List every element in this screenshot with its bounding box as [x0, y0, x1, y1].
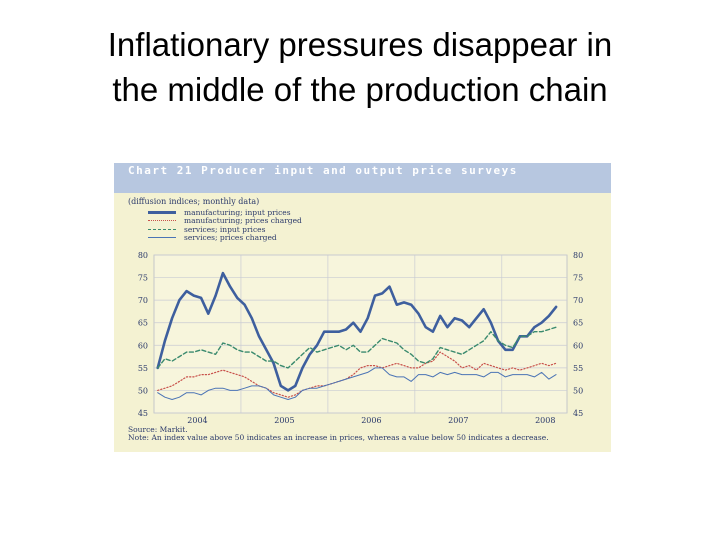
chart-subtitle: (diffusion indices; monthly data) — [128, 197, 260, 206]
y-tick-label-right-80: 80 — [573, 251, 583, 260]
x-tick-label-2005: 2005 — [274, 416, 294, 425]
y-tick-label-left-80: 80 — [138, 251, 148, 260]
x-tick-label-2007: 2007 — [448, 416, 468, 425]
x-tick-label-2006: 2006 — [361, 416, 381, 425]
y-tick-label-left-50: 50 — [138, 386, 148, 395]
chart-header-band: Chart 21 Producer input and output price… — [114, 163, 611, 193]
chart-figure: Chart 21 Producer input and output price… — [114, 163, 611, 452]
y-tick-label-right-60: 60 — [573, 341, 583, 350]
legend-label-2: manufacturing; prices charged — [184, 216, 302, 226]
y-tick-label-left-45: 45 — [138, 409, 148, 418]
y-tick-label-left-70: 70 — [138, 296, 148, 305]
chart-source: Source: Markit. — [128, 425, 188, 434]
y-tick-label-right-70: 70 — [573, 296, 583, 305]
series-line-3 — [157, 326, 557, 369]
y-tick-label-left-60: 60 — [138, 341, 148, 350]
legend-swatch-2 — [148, 220, 176, 222]
y-tick-label-right-50: 50 — [573, 386, 583, 395]
chart-plot: 45 45 50 50 55 55 60 60 65 65 70 70 75 75 80 80 2004 2005… — [138, 251, 583, 425]
series-line-4 — [157, 367, 557, 400]
slide-title-line-1: Inflationary pressures disappear in — [107, 26, 613, 63]
legend-item-1: manufacturing; input prices — [148, 208, 302, 217]
series-line-2 — [157, 351, 557, 398]
legend-label-3: services; input prices — [184, 224, 266, 234]
legend-label-1: manufacturing; input prices — [184, 207, 291, 217]
x-tick-label-2004: 2004 — [187, 416, 207, 425]
y-tick-label-right-75: 75 — [573, 274, 583, 283]
chart-heading: Chart 21 Producer input and output price… — [128, 164, 518, 177]
plot-area — [153, 254, 568, 414]
slide-title-line-2: the middle of the production chain — [112, 71, 608, 108]
y-tick-label-left-55: 55 — [138, 364, 148, 373]
legend-item-4: services; prices charged — [148, 233, 302, 243]
y-tick-label-left-65: 65 — [138, 319, 148, 328]
x-tick-label-2008: 2008 — [535, 416, 555, 425]
legend-swatch-3 — [148, 228, 176, 230]
y-tick-label-right-45: 45 — [573, 409, 583, 418]
y-tick-label-right-55: 55 — [573, 364, 583, 373]
legend-swatch-1 — [148, 210, 176, 214]
legend-item-3: services; input prices — [148, 225, 302, 234]
chart-legend: manufacturing; input prices manufacturin… — [148, 208, 302, 242]
y-tick-label-left-75: 75 — [138, 274, 148, 283]
series-line-1 — [156, 271, 558, 392]
slide-title: Inflationary pressures disappear in the … — [0, 22, 720, 112]
legend-item-2: manufacturing; prices charged — [148, 216, 302, 226]
chart-note: Note: An index value above 50 indicates … — [128, 433, 549, 442]
legend-swatch-4 — [148, 237, 176, 239]
y-tick-label-right-65: 65 — [573, 319, 583, 328]
legend-label-4: services; prices charged — [184, 233, 277, 243]
